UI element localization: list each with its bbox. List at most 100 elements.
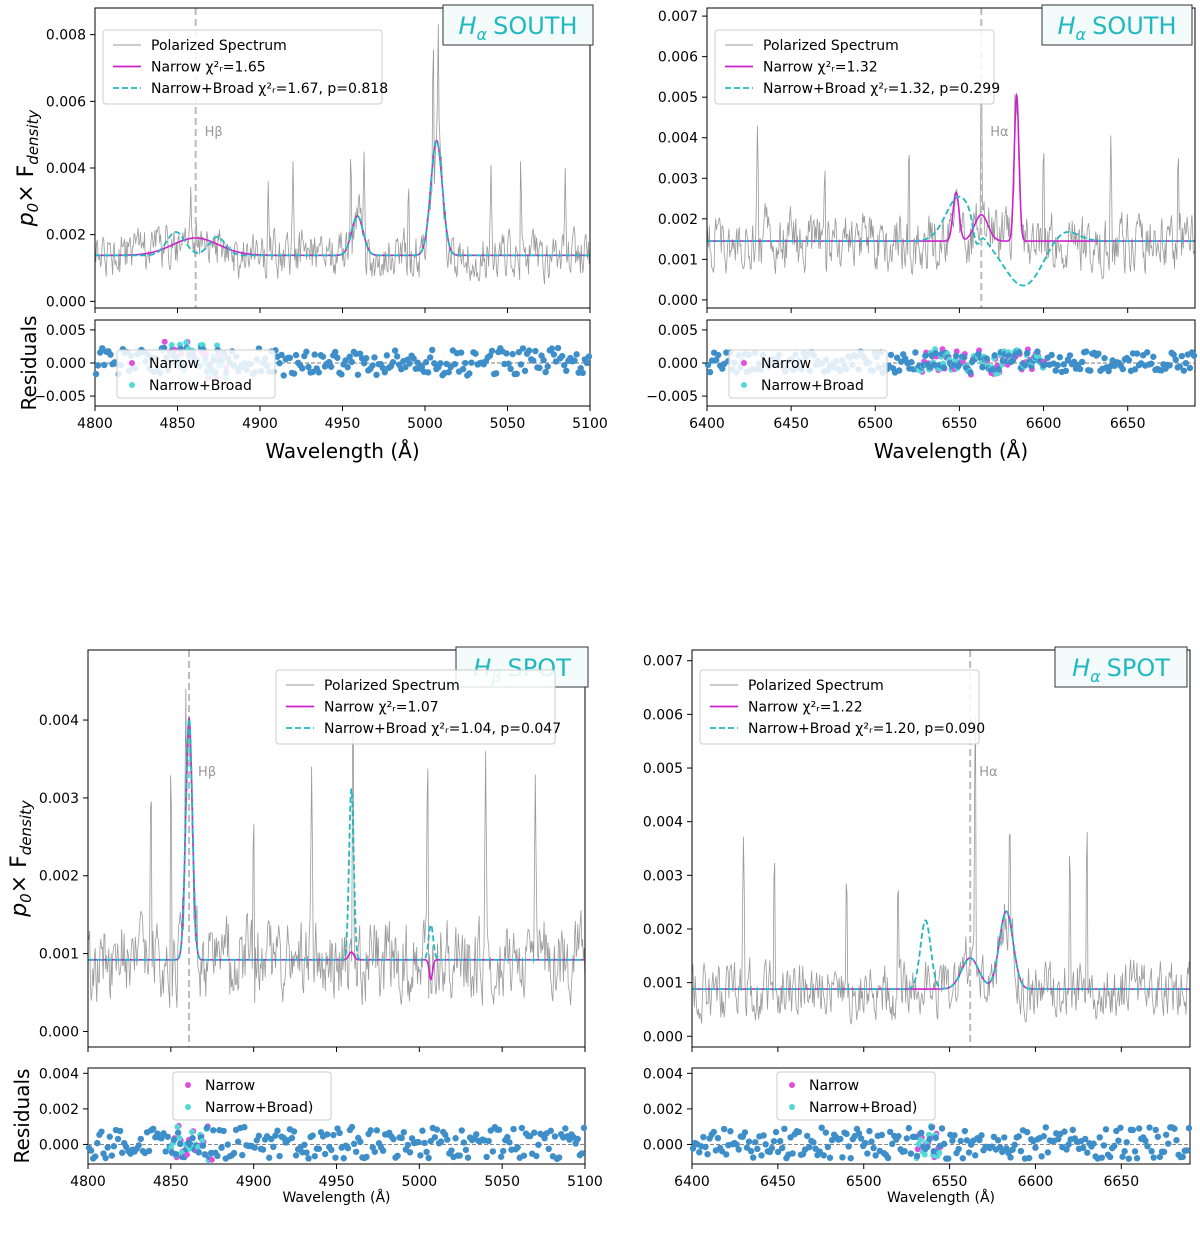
residual-point: [536, 364, 543, 372]
residual-point: [1066, 352, 1074, 359]
residual-point: [514, 1144, 521, 1151]
residual-point: [747, 1147, 755, 1155]
residual-point: [521, 367, 529, 375]
residual-point: [558, 352, 566, 360]
y-tick-label: 0.000: [658, 293, 698, 309]
legend-label-2: Narrow+Broad χ²ᵣ=1.20, p=0.090: [748, 721, 985, 737]
residual-point: [1152, 1126, 1159, 1134]
residual-point: [803, 1132, 811, 1140]
residual-point: [437, 1138, 445, 1145]
line-marker-label: Hβ: [205, 125, 223, 140]
residual-point: [495, 1126, 503, 1133]
res-y-tick-label: 0.004: [39, 1066, 79, 1082]
residual-point: [158, 1134, 165, 1142]
legend-label-1: Narrow χ²ᵣ=1.32: [763, 60, 878, 76]
residual-point: [137, 1135, 145, 1143]
residual-point: [419, 1127, 426, 1134]
residual-point: [1176, 363, 1183, 370]
residual-point: [928, 1124, 935, 1131]
x-tick-label: 4800: [70, 1174, 106, 1190]
legend-box: [275, 669, 556, 745]
residual-point: [473, 1131, 480, 1138]
residual-point: [532, 347, 539, 355]
residual-point: [210, 1127, 217, 1134]
res-legend-dot-broad: [741, 382, 747, 388]
line-marker-label: Hα: [990, 125, 1008, 140]
residual-point: [344, 363, 351, 371]
residual-point: [770, 1137, 778, 1145]
residual-point: [1054, 362, 1061, 369]
legend-box: [699, 669, 980, 745]
y-tick-label: 0.002: [658, 212, 698, 228]
residual-point: [1186, 364, 1194, 372]
panel-title-word: SOUTH: [493, 12, 577, 40]
residual-point: [230, 1149, 238, 1157]
res-legend-dot-broad: [789, 1104, 795, 1110]
residual-point: [292, 351, 300, 359]
panel-bottom-right: Hα 0.000 0.001 0.002 0.003 0.004 0.005 0.006 0.0…: [643, 646, 1193, 1206]
residual-point: [423, 1148, 430, 1156]
residual-broad-point: [199, 1137, 206, 1144]
residual-broad-point: [168, 1144, 175, 1151]
residual-point: [332, 1154, 339, 1161]
residual-point: [340, 1155, 347, 1162]
x-tick-label: 4800: [77, 416, 113, 432]
residual-point: [542, 368, 549, 376]
residual-point: [1150, 353, 1157, 360]
residual-point: [278, 351, 285, 359]
residual-point: [189, 1134, 196, 1142]
residual-point: [323, 1131, 331, 1138]
residual-point: [1185, 1124, 1193, 1132]
residual-point: [720, 1125, 728, 1133]
residual-point: [485, 1137, 492, 1145]
residual-point: [895, 367, 903, 374]
residual-point: [174, 1129, 182, 1136]
x-tick-label: 6550: [942, 416, 978, 432]
residual-point: [1133, 1155, 1141, 1162]
residual-point: [172, 1151, 180, 1158]
residual-point: [427, 1137, 434, 1145]
panel-title-symbol: H: [459, 12, 477, 40]
res-y-tick-label: 0.005: [46, 323, 86, 339]
residual-point: [1150, 1154, 1157, 1161]
residual-point: [561, 361, 568, 369]
residual-point: [348, 358, 355, 366]
residual-point: [822, 1129, 830, 1136]
residuals-y-label: Residuals: [17, 316, 41, 411]
residual-point: [393, 353, 401, 360]
residual-point: [547, 1127, 555, 1135]
x-tick-label: 6450: [760, 1174, 796, 1190]
legend-label-0: Polarized Spectrum: [763, 38, 899, 54]
residual-point: [483, 1153, 490, 1161]
residual-point: [241, 1123, 248, 1131]
residual-point: [700, 1133, 707, 1141]
residual-point: [458, 1127, 465, 1134]
residual-point: [280, 372, 287, 379]
residual-point: [315, 369, 322, 376]
residual-point: [346, 353, 353, 360]
x-tick-label: 4850: [153, 1174, 189, 1190]
res-legend-dot-broad: [185, 1104, 191, 1110]
residual-point: [321, 1150, 329, 1158]
y-tick-label: 0.007: [658, 9, 698, 25]
residual-point: [1044, 1149, 1052, 1156]
residual-point: [402, 363, 409, 371]
residual-point: [448, 1147, 455, 1154]
residual-point: [107, 351, 114, 358]
residual-point: [864, 1150, 871, 1157]
res-legend-narrow: Narrow: [205, 1078, 255, 1094]
residual-point: [1100, 1142, 1108, 1149]
residual-point: [1087, 367, 1094, 374]
residual-point: [907, 1150, 915, 1157]
residual-point: [955, 1145, 962, 1153]
residual-point: [924, 1143, 931, 1151]
residual-point: [1052, 367, 1059, 374]
res-legend-narrow: Narrow: [761, 356, 811, 372]
residual-point: [991, 352, 998, 359]
residual-point: [578, 1150, 586, 1157]
legend-label-0: Polarized Spectrum: [151, 38, 287, 54]
x-tick-label: 6650: [1103, 1174, 1139, 1190]
y-tick-label: 0.006: [658, 50, 698, 66]
residual-point: [379, 1147, 387, 1154]
